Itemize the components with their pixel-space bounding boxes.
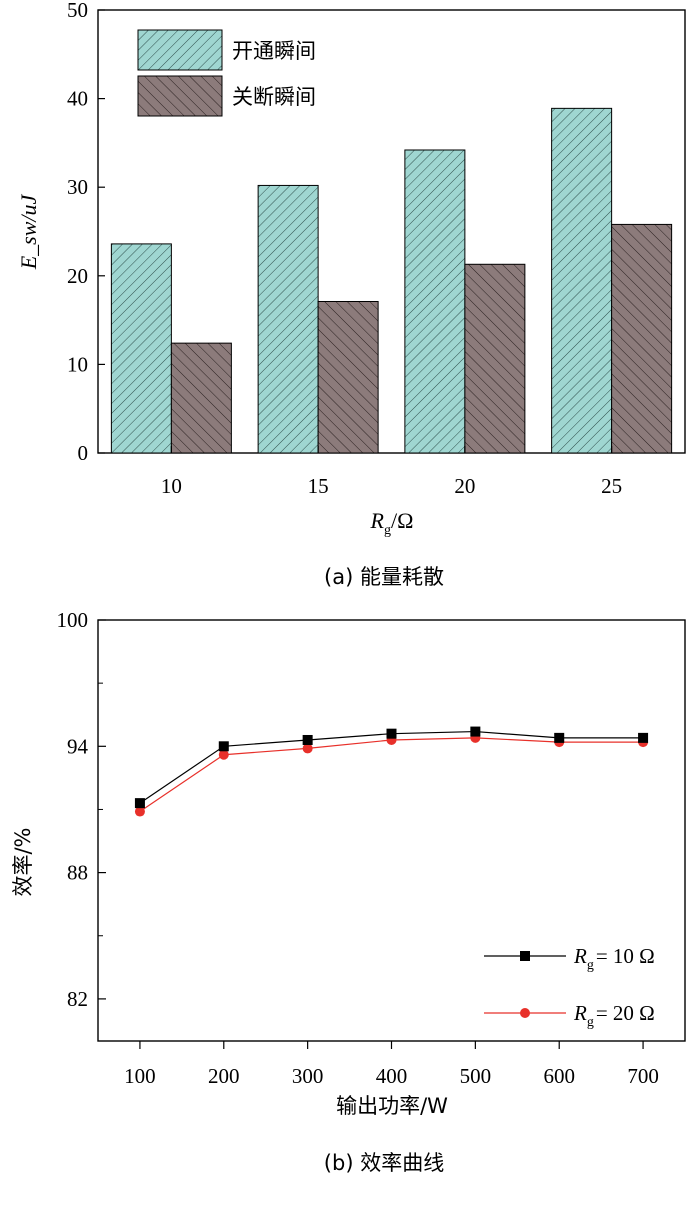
line-y-tick-label: 100	[57, 608, 89, 632]
bar-x-tick-label: 25	[601, 474, 622, 498]
line-y-axis-label: 效率/%	[11, 827, 35, 896]
bar-x-tick-label: 10	[161, 474, 182, 498]
legend-label-rg20: Rg= 20 Ω	[573, 1001, 655, 1030]
data-point-rg10	[218, 741, 229, 752]
data-point-rg20	[134, 806, 145, 817]
line-y-tick-label: 82	[67, 987, 88, 1011]
bar-y-tick-label: 20	[67, 264, 88, 288]
bar-x-tick-label: 20	[454, 474, 475, 498]
bar-y-tick-label: 10	[67, 352, 88, 376]
line-x-ticks: 100 200 300 400 500 600 700	[124, 1041, 659, 1088]
bar-turn-off	[611, 223, 673, 454]
legend-marker-rg10	[520, 951, 530, 961]
line-y-tick-label: 88	[67, 861, 88, 885]
bar-turn-on	[551, 107, 613, 454]
bar-x-axis-label: Rg/Ω	[370, 508, 414, 538]
bar-legend: 开通瞬间 关断瞬间	[137, 29, 316, 117]
caption-b: (b) 效率曲线	[324, 1151, 444, 1175]
bar-turn-on	[404, 149, 466, 454]
data-point-rg20	[302, 743, 313, 754]
line-x-tick-label: 300	[292, 1064, 324, 1088]
bar-y-tick-label: 40	[67, 87, 88, 111]
bar-y-ticks: 0 10 20 30 40 50	[67, 0, 105, 465]
bar-turn-on	[110, 243, 172, 454]
data-point-rg10	[470, 726, 481, 737]
bar-plot-area	[97, 9, 686, 454]
legend-marker-rg20	[520, 1008, 530, 1018]
bar-y-axis-label: E_sw/uJ	[16, 193, 41, 270]
data-point-rg10	[302, 734, 313, 745]
bar-x-ticks: 10 15 20 25	[161, 446, 622, 498]
line-x-tick-label: 500	[460, 1064, 492, 1088]
bar-series	[110, 107, 673, 454]
data-point-rg10	[386, 728, 397, 739]
legend-label-turn-on: 开通瞬间	[232, 39, 316, 63]
legend-swatch-turn-off	[137, 75, 223, 117]
series-line-rg20	[139, 737, 644, 813]
line-plot-area	[97, 619, 686, 1042]
bar-y-tick-label: 0	[78, 441, 89, 465]
bar-turn-off	[464, 263, 526, 454]
legend-label-turn-off: 关断瞬间	[232, 85, 316, 109]
bar-y-tick-label: 50	[67, 0, 88, 22]
data-point-rg10	[134, 798, 145, 809]
line-x-tick-label: 200	[208, 1064, 240, 1088]
line-chart: 82 88 94 100 100 200 300 400 500 600 700 效率/% 输出功…	[11, 608, 686, 1175]
line-x-tick-label: 100	[124, 1064, 156, 1088]
legend-swatch-turn-on	[137, 29, 223, 71]
data-point-rg10	[638, 732, 649, 743]
bar-x-tick-label: 15	[308, 474, 329, 498]
line-series	[134, 726, 649, 817]
line-x-tick-label: 600	[543, 1064, 575, 1088]
bar-turn-off	[170, 342, 232, 454]
line-legend: Rg= 10 Ω Rg= 20 Ω	[484, 944, 655, 1030]
data-point-rg10	[554, 732, 565, 743]
caption-a: (a) 能量耗散	[324, 565, 444, 589]
line-y-ticks: 82 88 94 100	[57, 608, 106, 1011]
line-x-tick-label: 700	[627, 1064, 659, 1088]
bar-y-tick-label: 30	[67, 175, 88, 199]
bar-chart: 0 10 20 30 40 50 10 15 20 25 E_sw/uJ Rg/Ω 开通瞬间 关…	[16, 0, 686, 589]
bar-turn-on	[257, 184, 319, 454]
line-x-axis-label: 输出功率/W	[336, 1094, 448, 1118]
bar-turn-off	[317, 300, 379, 454]
data-point-rg20	[218, 749, 229, 760]
line-x-tick-label: 400	[376, 1064, 408, 1088]
legend-label-rg10: Rg= 10 Ω	[573, 944, 655, 973]
line-y-tick-label: 94	[67, 734, 89, 758]
